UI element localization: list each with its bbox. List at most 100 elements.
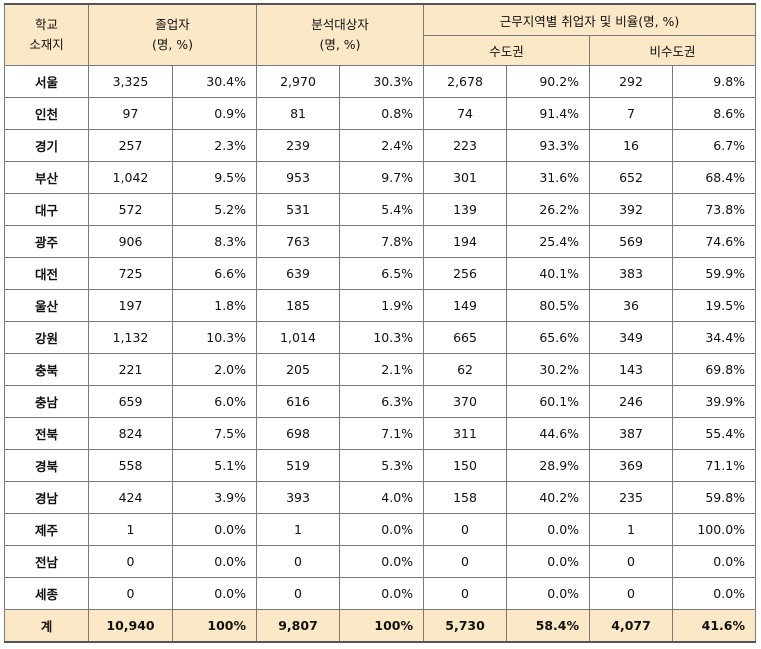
graduates-pct-cell: 10.3% bbox=[171, 321, 258, 354]
region-cell: 세종 bbox=[4, 577, 89, 610]
table-row: 부산 1,042 9.5% 953 9.7% 301 31.6% 652 68.4% bbox=[4, 161, 757, 194]
noncapital-pct-cell: 68.4% bbox=[672, 161, 757, 194]
capital-count-cell: 74 bbox=[423, 97, 508, 130]
capital-count-cell: 665 bbox=[423, 321, 508, 354]
analysis-count-cell: 81 bbox=[256, 97, 341, 130]
graduates-pct-cell: 2.0% bbox=[171, 353, 258, 386]
analysis-pct-cell: 0.0% bbox=[339, 577, 425, 610]
analysis-count-cell: 1 bbox=[256, 513, 341, 546]
total-graduates-count-cell: 10,940 bbox=[88, 609, 173, 643]
capital-pct-cell: 93.3% bbox=[506, 129, 591, 162]
noncapital-count-cell: 652 bbox=[589, 161, 674, 194]
total-capital-count-cell: 5,730 bbox=[423, 609, 508, 643]
table-row: 전남 0 0.0% 0 0.0% 0 0.0% 0 0.0% bbox=[4, 545, 757, 578]
capital-pct-cell: 28.9% bbox=[506, 449, 591, 482]
capital-pct-cell: 0.0% bbox=[506, 513, 591, 546]
employment-by-region-table: 학교 소재지 졸업자 (명, %) 분석대상자 (명, %) 근무지역별 취업자… bbox=[4, 3, 757, 643]
region-cell: 울산 bbox=[4, 289, 89, 322]
noncapital-count-cell: 1 bbox=[589, 513, 674, 546]
analysis-count-cell: 2,970 bbox=[256, 65, 341, 98]
table-row: 세종 0 0.0% 0 0.0% 0 0.0% 0 0.0% bbox=[4, 577, 757, 610]
total-graduates-pct-cell: 100% bbox=[171, 609, 258, 643]
capital-pct-cell: 60.1% bbox=[506, 385, 591, 418]
graduates-count-cell: 558 bbox=[88, 449, 173, 482]
total-analysis-count-cell: 9,807 bbox=[256, 609, 341, 643]
analysis-count-cell: 698 bbox=[256, 417, 341, 450]
noncapital-pct-cell: 55.4% bbox=[672, 417, 757, 450]
noncapital-count-cell: 36 bbox=[589, 289, 674, 322]
capital-pct-cell: 0.0% bbox=[506, 577, 591, 610]
noncapital-pct-cell: 0.0% bbox=[672, 577, 757, 610]
noncapital-count-cell: 349 bbox=[589, 321, 674, 354]
total-row: 계 10,940 100% 9,807 100% 5,730 58.4% 4,077 41.6% bbox=[4, 609, 757, 643]
graduates-pct-cell: 5.2% bbox=[171, 193, 258, 226]
total-noncapital-pct-cell: 41.6% bbox=[672, 609, 757, 643]
analysis-count-cell: 205 bbox=[256, 353, 341, 386]
table-row: 인천 97 0.9% 81 0.8% 74 91.4% 7 8.6% bbox=[4, 97, 757, 130]
capital-pct-cell: 30.2% bbox=[506, 353, 591, 386]
capital-pct-cell: 0.0% bbox=[506, 545, 591, 578]
noncapital-pct-cell: 59.8% bbox=[672, 481, 757, 514]
analysis-pct-cell: 2.4% bbox=[339, 129, 425, 162]
graduates-pct-cell: 1.8% bbox=[171, 289, 258, 322]
analysis-pct-cell: 2.1% bbox=[339, 353, 425, 386]
capital-count-cell: 139 bbox=[423, 193, 508, 226]
analysis-pct-cell: 1.9% bbox=[339, 289, 425, 322]
capital-pct-cell: 90.2% bbox=[506, 65, 591, 98]
noncapital-count-cell: 569 bbox=[589, 225, 674, 258]
analysis-pct-cell: 7.1% bbox=[339, 417, 425, 450]
table-header: 학교 소재지 졸업자 (명, %) 분석대상자 (명, %) 근무지역별 취업자… bbox=[4, 3, 757, 66]
noncapital-pct-cell: 19.5% bbox=[672, 289, 757, 322]
table-row: 경남 424 3.9% 393 4.0% 158 40.2% 235 59.8% bbox=[4, 481, 757, 514]
noncapital-pct-cell: 71.1% bbox=[672, 449, 757, 482]
analysis-pct-cell: 6.5% bbox=[339, 257, 425, 290]
region-cell: 경기 bbox=[4, 129, 89, 162]
graduates-count-cell: 3,325 bbox=[88, 65, 173, 98]
noncapital-pct-cell: 6.7% bbox=[672, 129, 757, 162]
analysis-header-unit: (명, %) bbox=[319, 37, 361, 52]
analysis-pct-cell: 0.0% bbox=[339, 513, 425, 546]
capital-count-cell: 149 bbox=[423, 289, 508, 322]
table-row: 강원 1,132 10.3% 1,014 10.3% 665 65.6% 349 34.4% bbox=[4, 321, 757, 354]
analysis-header: 분석대상자 (명, %) bbox=[256, 3, 425, 66]
table-row: 충북 221 2.0% 205 2.1% 62 30.2% 143 69.8% bbox=[4, 353, 757, 386]
graduates-count-cell: 257 bbox=[88, 129, 173, 162]
noncapital-pct-cell: 59.9% bbox=[672, 257, 757, 290]
region-cell: 부산 bbox=[4, 161, 89, 194]
analysis-header-label: 분석대상자 bbox=[311, 17, 369, 32]
graduates-pct-cell: 0.9% bbox=[171, 97, 258, 130]
capital-count-cell: 0 bbox=[423, 513, 508, 546]
analysis-count-cell: 239 bbox=[256, 129, 341, 162]
table-row: 서울 3,325 30.4% 2,970 30.3% 2,678 90.2% 292 9.8% bbox=[4, 65, 757, 98]
analysis-count-cell: 519 bbox=[256, 449, 341, 482]
region-cell: 전북 bbox=[4, 417, 89, 450]
table-row: 충남 659 6.0% 616 6.3% 370 60.1% 246 39.9% bbox=[4, 385, 757, 418]
graduates-count-cell: 906 bbox=[88, 225, 173, 258]
capital-pct-cell: 26.2% bbox=[506, 193, 591, 226]
region-cell: 서울 bbox=[4, 65, 89, 98]
analysis-pct-cell: 9.7% bbox=[339, 161, 425, 194]
capital-pct-cell: 40.2% bbox=[506, 481, 591, 514]
capital-count-cell: 223 bbox=[423, 129, 508, 162]
table-row: 대전 725 6.6% 639 6.5% 256 40.1% 383 59.9% bbox=[4, 257, 757, 290]
graduates-pct-cell: 5.1% bbox=[171, 449, 258, 482]
graduates-count-cell: 424 bbox=[88, 481, 173, 514]
noncapital-count-cell: 387 bbox=[589, 417, 674, 450]
region-cell: 경북 bbox=[4, 449, 89, 482]
total-analysis-pct-cell: 100% bbox=[339, 609, 425, 643]
graduates-pct-cell: 8.3% bbox=[171, 225, 258, 258]
region-cell: 제주 bbox=[4, 513, 89, 546]
noncapital-count-cell: 235 bbox=[589, 481, 674, 514]
capital-count-cell: 0 bbox=[423, 545, 508, 578]
noncapital-count-cell: 0 bbox=[589, 577, 674, 610]
graduates-pct-cell: 30.4% bbox=[171, 65, 258, 98]
noncapital-count-cell: 16 bbox=[589, 129, 674, 162]
region-cell: 충남 bbox=[4, 385, 89, 418]
total-noncapital-count-cell: 4,077 bbox=[589, 609, 674, 643]
noncapital-pct-cell: 73.8% bbox=[672, 193, 757, 226]
noncapital-header: 비수도권 bbox=[589, 35, 757, 66]
analysis-count-cell: 616 bbox=[256, 385, 341, 418]
region-cell: 전남 bbox=[4, 545, 89, 578]
noncapital-count-cell: 383 bbox=[589, 257, 674, 290]
noncapital-count-cell: 246 bbox=[589, 385, 674, 418]
